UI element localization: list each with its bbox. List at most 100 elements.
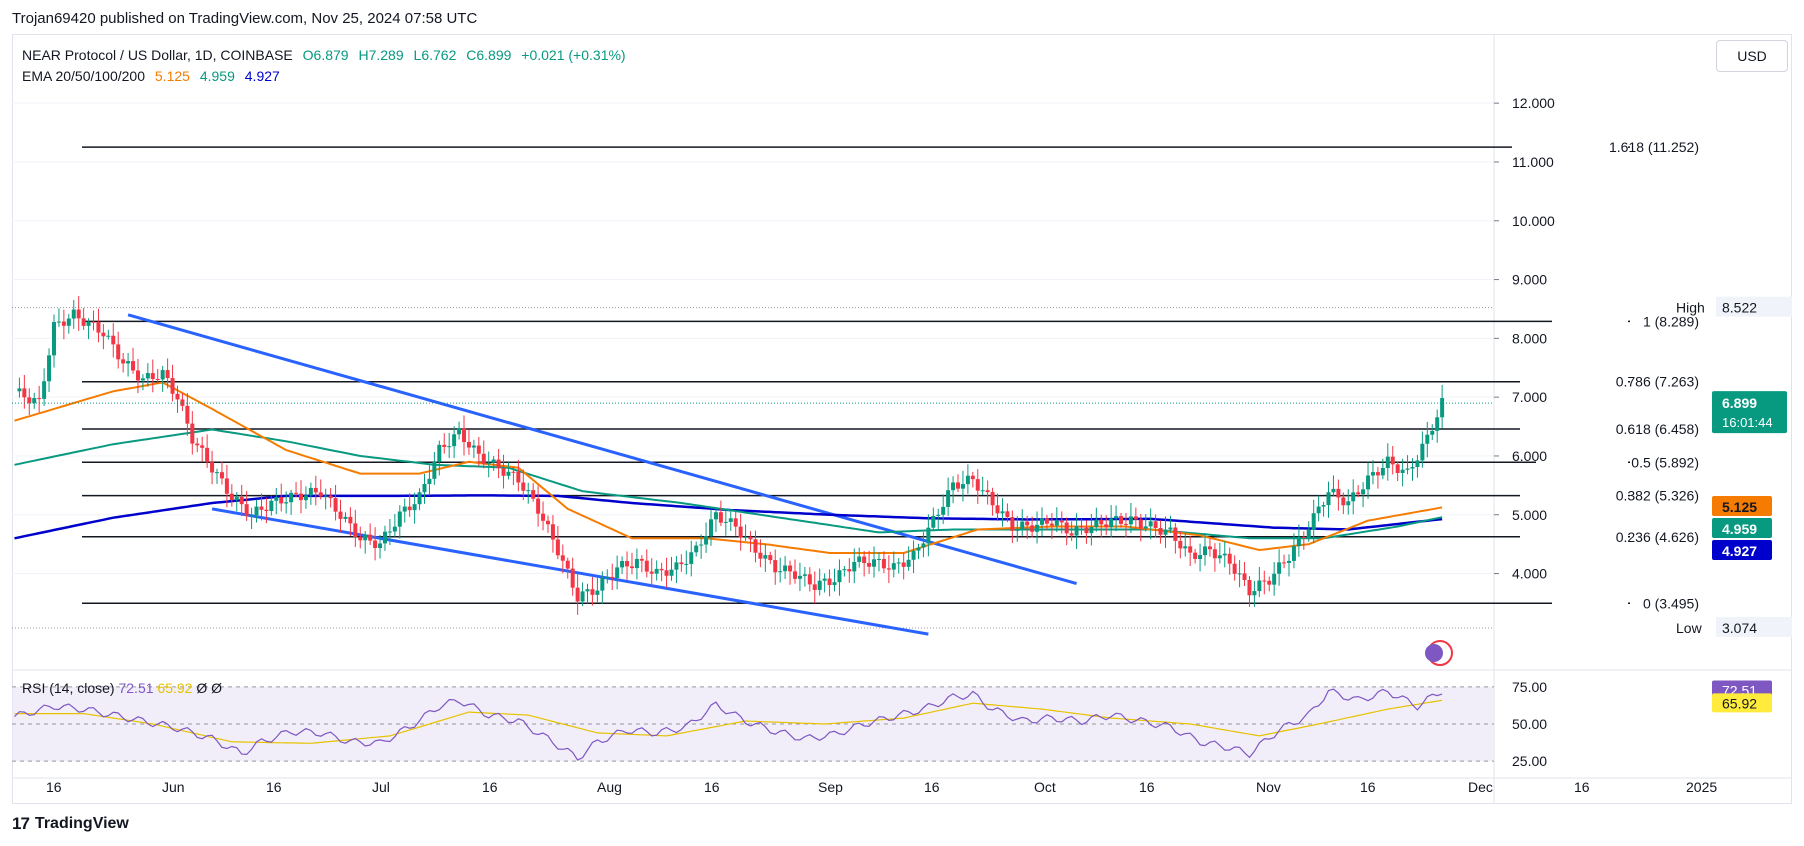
candle [906,546,911,571]
candle-body [862,556,867,564]
candle [975,468,980,504]
candle-body [1222,553,1227,556]
candle [1420,431,1425,468]
candle-body [891,563,896,570]
candle-body [857,556,862,562]
fib-label-bg [1520,486,1628,505]
candle [876,552,881,572]
candle [773,549,778,585]
candle [1395,461,1400,482]
candle [822,573,827,593]
candle [1237,560,1242,588]
candle-body [1054,520,1059,526]
candle-body [941,506,946,515]
candle-body [486,462,491,464]
candle-body [1351,492,1356,502]
rsi-label[interactable]: RSI (14, close) [22,680,115,696]
rsi-ma-line [14,699,1443,744]
candle [353,509,358,547]
candle [170,364,175,402]
currency-button[interactable]: USD [1716,40,1788,72]
candle-body [1341,497,1346,506]
candle-body [224,478,229,494]
last-price-value: 6.899 [1722,395,1757,411]
candle [328,488,333,508]
candle [42,368,47,406]
candle [526,482,531,504]
candle [1361,482,1366,508]
candle-body [649,571,654,574]
candle-body [106,335,111,337]
fib-label-bg [1520,420,1628,439]
candle-body [639,558,644,561]
tradingview-logo-icon: 17 [12,814,30,833]
candle-body [615,567,620,579]
candle [462,415,467,456]
candle [837,559,842,596]
candle-body [150,373,155,380]
candle-body [1321,505,1326,507]
candle-body [956,482,961,489]
candle [689,540,694,577]
candle [941,494,946,524]
candle [160,365,165,392]
candle-body [625,561,630,567]
candle-body [946,490,951,507]
candle-body [111,335,116,345]
candle [1049,513,1054,539]
candle-body [797,575,802,579]
candle [116,331,121,369]
candle [442,433,447,454]
low-tag: Low [1676,620,1703,636]
candle-body [1153,521,1158,528]
candle-body [1370,472,1375,476]
candle [694,541,699,557]
candle [778,557,783,583]
candle [679,554,684,572]
candle [1331,475,1336,496]
candle-body [244,504,249,516]
candle-body [239,496,244,505]
candle [1059,511,1064,534]
price-tick-label: 11.000 [1512,154,1554,170]
candle-body [970,475,975,480]
candle [466,429,471,455]
candle [1203,533,1208,566]
candle-body [215,472,220,474]
candle [753,530,758,563]
candle [491,456,496,471]
candle-body [348,516,353,524]
ema-label[interactable]: EMA 20/50/100/200 [22,68,145,84]
footer-brand[interactable]: 17 TradingView [12,814,129,834]
candle [1296,524,1301,557]
candle-body [175,393,180,400]
candle-body [358,537,363,541]
time-tick-label: Dec [1468,779,1493,795]
candle-body [1311,513,1316,530]
candle-body [1435,417,1440,431]
ema50-line [14,428,1443,540]
candle-body [254,506,259,516]
candle-body [852,561,857,572]
time-tick-label: 16 [1360,779,1376,795]
candle [1109,505,1114,538]
candle-body [200,445,205,448]
candle-body [1227,553,1232,564]
candle [1178,531,1183,559]
candle [531,483,536,502]
candle-body [931,515,936,528]
candle [684,550,689,575]
symbol-name[interactable]: NEAR Protocol / US Dollar, 1D, COINBASE [22,47,293,63]
candle [1044,515,1049,530]
candle-body [32,398,37,404]
candle-body [550,524,555,540]
candle [743,524,748,541]
candle [565,557,570,579]
candle-body [279,497,284,504]
candle [66,313,71,334]
candle-body [1252,591,1257,596]
candle [427,465,432,496]
price-tick-label: 8.000 [1512,330,1547,346]
candle-body [402,506,407,512]
